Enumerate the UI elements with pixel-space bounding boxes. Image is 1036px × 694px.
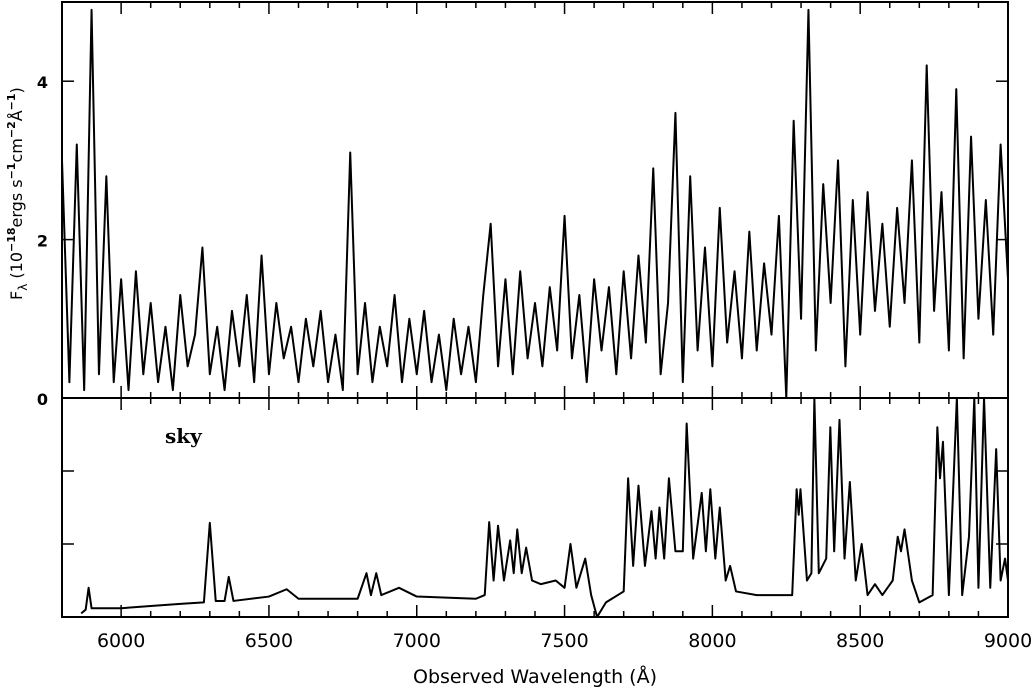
x-tick-label: 7000 [393,630,441,652]
x-tick-label: 6500 [245,630,293,652]
x-tick-label: 7500 [540,630,588,652]
annotation: sky [165,424,203,448]
x-tick-label: 9000 [984,630,1032,652]
spectrum-line [62,8,1008,398]
x-tick-label: 8000 [688,630,736,652]
x-tick-label: 8500 [836,630,884,652]
y-tick-label: 4 [37,73,48,92]
y-tick-label: 0 [37,390,48,409]
x-axis-label: Observed Wavelength (Å) [413,665,657,688]
y-axis-label: Fλ (10−18ergs s−1cm−2Å−1) [5,87,30,300]
spectrum-line [80,398,1008,617]
y-tick-label: 2 [37,232,48,251]
x-tick-label: 6000 [97,630,145,652]
